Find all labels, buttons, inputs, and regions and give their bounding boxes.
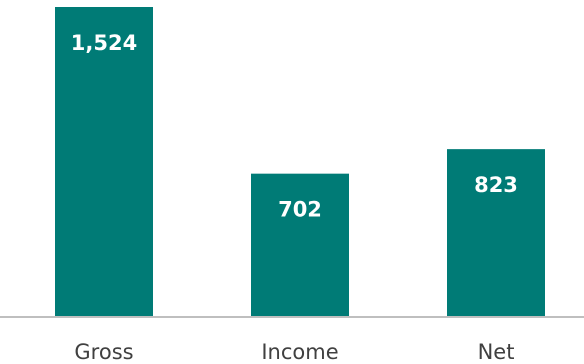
bar-gross (55, 7, 153, 316)
category-label-net: Net (478, 340, 515, 364)
category-label-income: Income (261, 340, 338, 364)
bar-income (251, 173, 349, 316)
value-label-gross: 1,524 (71, 31, 137, 55)
bars-layer: 1,524 702 823 (55, 7, 545, 316)
value-label-net: 823 (474, 173, 518, 197)
category-labels-layer: Gross Income Net (74, 340, 514, 364)
category-label-gross: Gross (74, 340, 133, 364)
bar-net (447, 149, 545, 316)
value-label-income: 702 (278, 198, 322, 222)
